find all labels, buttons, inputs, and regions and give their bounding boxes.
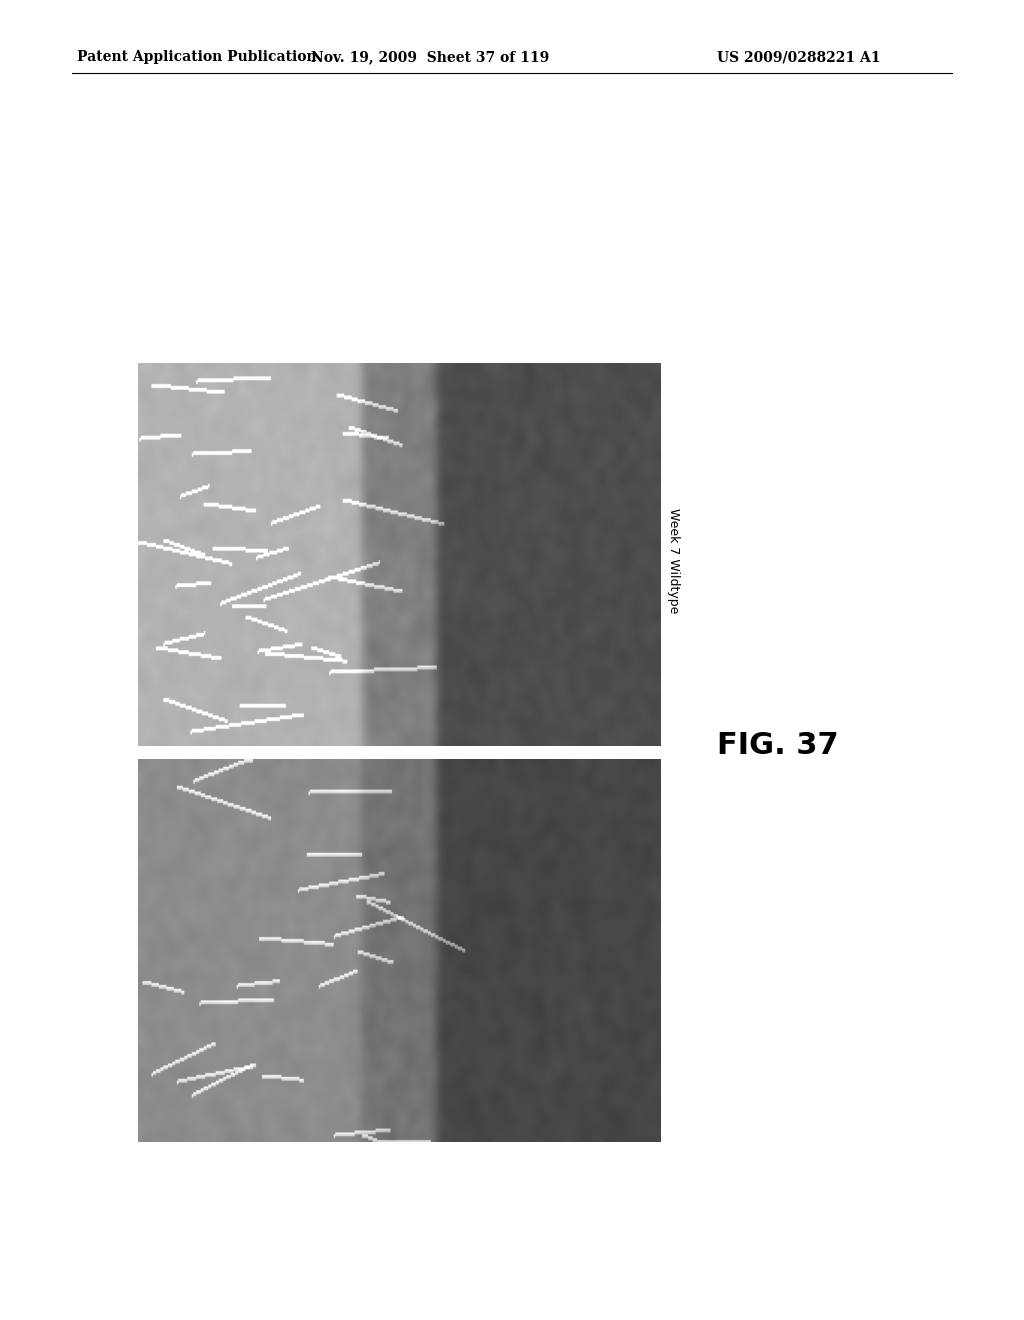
- Text: Patent Application Publication: Patent Application Publication: [77, 50, 316, 65]
- Text: US 2009/0288221 A1: US 2009/0288221 A1: [717, 50, 881, 65]
- Text: Nov. 19, 2009  Sheet 37 of 119: Nov. 19, 2009 Sheet 37 of 119: [311, 50, 549, 65]
- Text: Week 7 Wildtype: Week 7 Wildtype: [668, 508, 680, 614]
- Text: FIG. 37: FIG. 37: [718, 731, 839, 760]
